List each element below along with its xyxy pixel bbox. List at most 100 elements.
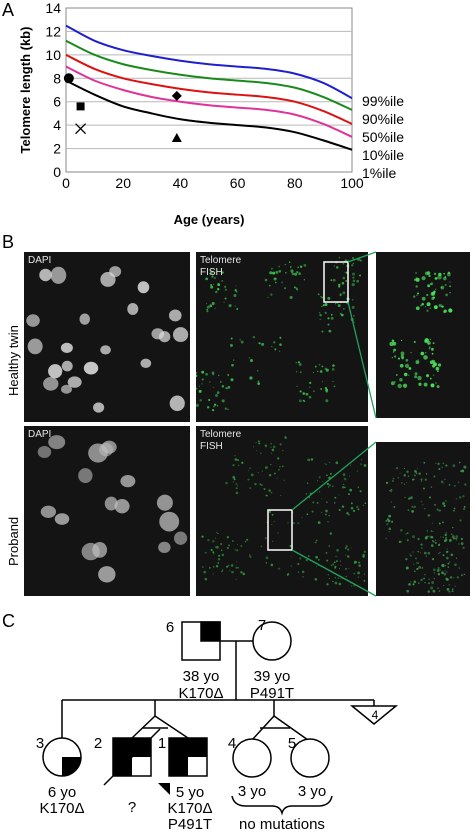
telomere-spot	[412, 478, 415, 481]
telomere-spot	[434, 272, 437, 275]
telomere-spot	[314, 541, 317, 544]
telomere-spot	[429, 283, 432, 286]
telomere-spot	[427, 590, 430, 593]
telomere-spot	[413, 505, 416, 508]
telomere-spot	[438, 522, 441, 525]
telomere-spot	[220, 381, 222, 383]
telomere-spot	[409, 553, 411, 555]
telomere-spot	[406, 589, 410, 593]
telomere-spot	[418, 382, 422, 386]
telomere-spot	[430, 530, 433, 532]
telomere-spot	[209, 381, 211, 383]
telomere-spot	[265, 556, 269, 560]
dapi-image-healthy: DAPI	[24, 252, 190, 422]
telomere-spot	[234, 458, 236, 460]
telomere-spot	[319, 370, 323, 373]
telomere-spot	[412, 535, 415, 539]
telomere-spot	[432, 530, 434, 533]
telomere-spot	[447, 272, 451, 277]
telomere-spot	[453, 577, 455, 579]
telomere-spot	[236, 561, 238, 563]
child2-number: 2	[94, 735, 102, 752]
telomere-spot	[279, 336, 282, 339]
telomere-spot	[413, 295, 416, 298]
telomere-spot	[235, 487, 238, 490]
nucleus	[50, 266, 67, 284]
telomere-spot	[226, 536, 229, 539]
telomere-spot	[205, 277, 208, 281]
telomere-spot	[216, 404, 219, 407]
nucleus	[60, 384, 72, 394]
telomere-spot	[312, 371, 314, 374]
telomere-spot	[209, 304, 213, 308]
telomere-spot	[420, 578, 423, 582]
telomere-spot	[443, 504, 446, 507]
telomere-spot	[406, 532, 409, 535]
telomere-spot	[218, 554, 221, 557]
telomere-spot	[451, 533, 453, 535]
telomere-spot	[239, 339, 241, 341]
telomere-spot	[271, 346, 273, 348]
telomere-spot	[385, 537, 388, 540]
telomere-spot	[432, 374, 435, 376]
nucleus	[39, 268, 52, 282]
telomere-spot	[408, 497, 411, 500]
telomere-spot	[402, 383, 408, 388]
telomere-spot	[346, 511, 349, 515]
telomere-spot	[423, 461, 426, 464]
telomere-spot	[458, 496, 462, 499]
telomere-spot	[431, 297, 435, 300]
telomere-spot	[351, 283, 355, 287]
telomere-spot	[463, 508, 465, 510]
telomere-spot	[462, 495, 465, 498]
telomere-spot	[429, 346, 431, 349]
telomere-spot	[435, 542, 437, 544]
telomere-spot	[249, 358, 254, 363]
nucleus	[78, 468, 93, 484]
telomere-spot	[234, 305, 236, 307]
telomere-spot	[444, 284, 447, 287]
nucleus	[137, 281, 150, 294]
nucleus	[169, 395, 185, 412]
telomere-spot	[224, 285, 227, 288]
telomere-spot	[444, 478, 446, 480]
telomere-spot	[198, 385, 201, 387]
telomere-spot	[217, 532, 219, 534]
telomere-spot	[437, 587, 439, 589]
nucleus	[98, 566, 116, 583]
telomere-spot	[225, 387, 228, 390]
telomere-spot	[442, 276, 447, 281]
telomere-spot	[417, 467, 419, 469]
telomere-spot	[420, 478, 423, 481]
telomere-spot	[211, 408, 215, 412]
telomere-spot	[388, 489, 390, 491]
nucleus	[168, 309, 182, 322]
telomere-spot	[413, 279, 416, 281]
telomere-spot	[426, 293, 429, 297]
telomere-spot	[284, 435, 287, 438]
telomere-spot	[259, 342, 261, 345]
telomere-spot	[260, 545, 263, 548]
telomere-spot	[420, 351, 425, 356]
child4-number: 4	[228, 735, 236, 752]
telomere-spot	[256, 449, 258, 452]
telomere-spot	[416, 561, 418, 564]
telomere-spot	[246, 538, 249, 541]
telomere-spot	[443, 310, 446, 314]
telomere-spot	[333, 385, 336, 388]
twins12-right	[154, 715, 189, 739]
nucleus	[156, 494, 173, 511]
telomere-spot	[321, 296, 324, 299]
telomere-spot	[268, 489, 271, 492]
telomere-spot	[394, 381, 396, 383]
telomere-spot	[390, 488, 393, 491]
telomere-spot	[423, 551, 427, 555]
telomere-spot	[214, 307, 216, 309]
telomere-spot	[424, 352, 427, 354]
telomere-spot	[424, 306, 427, 308]
telomere-spot	[455, 537, 458, 540]
telomere-spot	[199, 399, 202, 402]
telomere-spot	[235, 483, 238, 486]
marker-cross	[75, 123, 87, 135]
fish-label-proband: Telomere FISH	[200, 429, 242, 452]
